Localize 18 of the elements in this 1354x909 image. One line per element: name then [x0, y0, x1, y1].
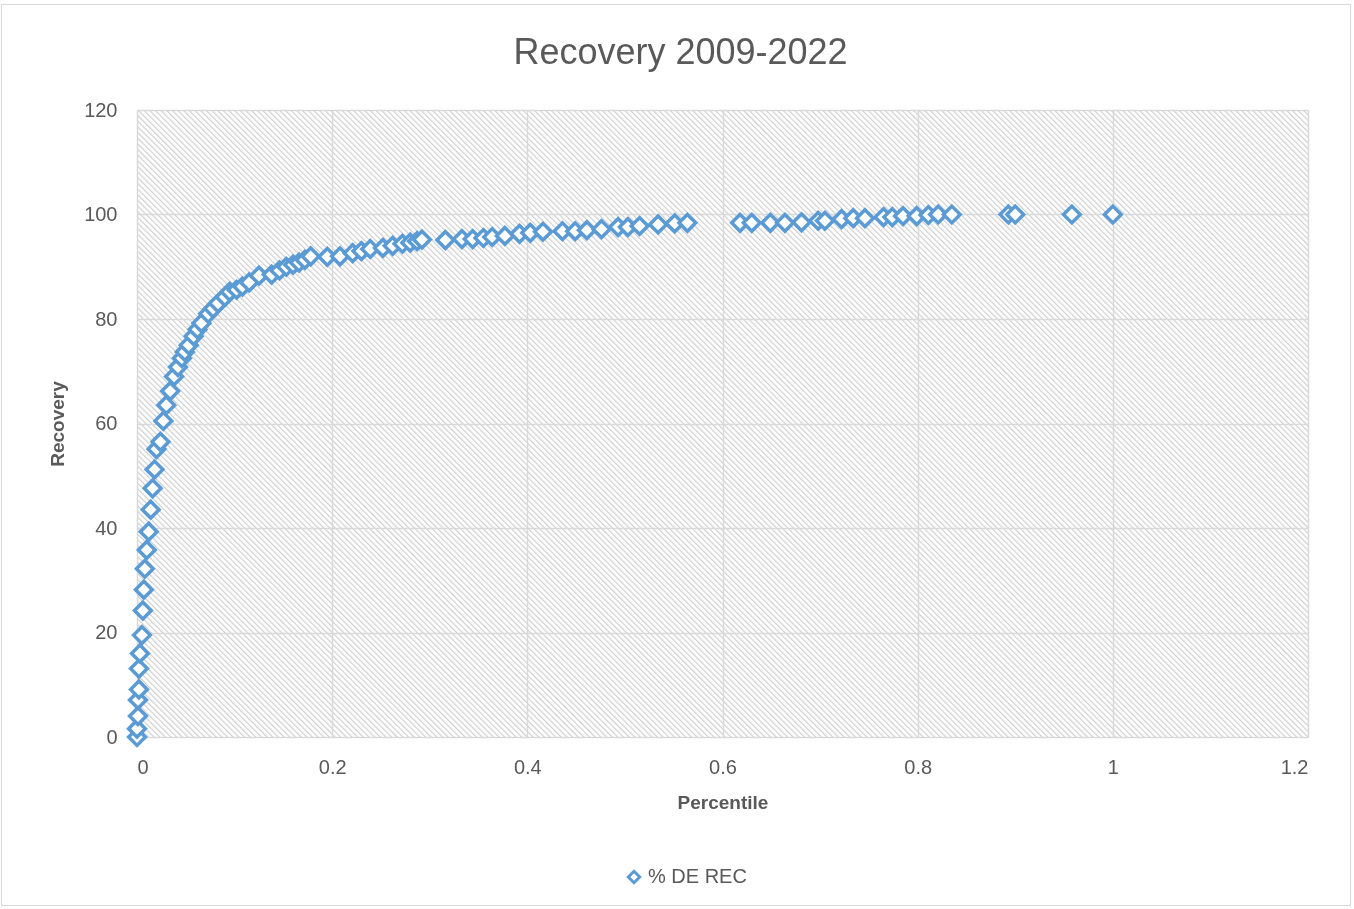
chart-title: Recovery 2009-2022	[513, 31, 848, 72]
y-tick-label: 20	[95, 621, 118, 643]
y-tick-label: 0	[106, 725, 118, 748]
legend-label: % DE REC	[648, 865, 747, 887]
y-axis-title: Recovery	[47, 380, 69, 467]
y-tick-label: 100	[84, 203, 118, 225]
y-tick-label: 80	[95, 307, 118, 330]
x-tick-label: 0	[137, 755, 149, 778]
x-tick-label: 0.4	[513, 755, 542, 778]
x-tick-label: 1	[1107, 755, 1119, 778]
y-tick-label: 40	[95, 516, 118, 539]
x-tick-label: 0.2	[318, 755, 347, 778]
y-tick-label: 60	[95, 412, 118, 434]
x-tick-label: 1.2	[1280, 755, 1309, 778]
x-tick-label: 0.6	[709, 755, 737, 778]
y-tick-label: 120	[84, 98, 118, 121]
x-axis-title: Percentile	[677, 791, 769, 813]
x-tick-label: 0.8	[904, 755, 933, 778]
